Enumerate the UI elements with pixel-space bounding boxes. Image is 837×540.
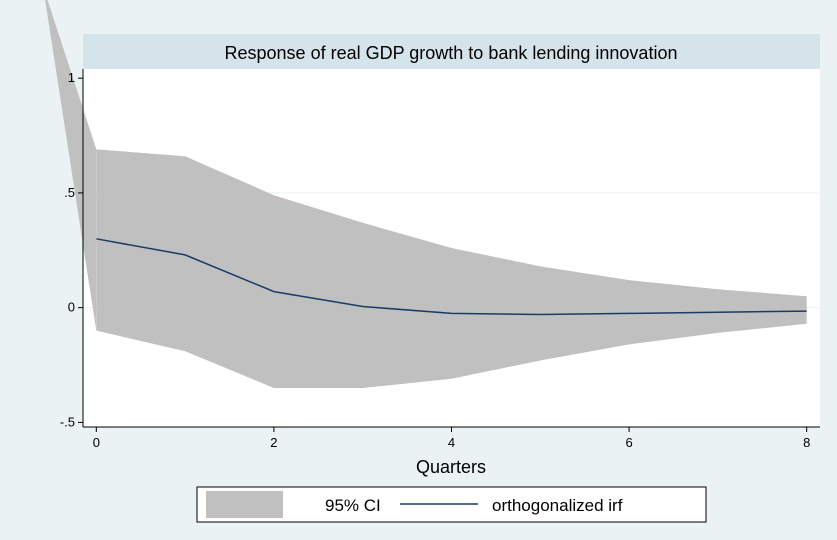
plot-canvas	[45, 0, 807, 388]
x-tick-label-3: 6	[625, 435, 632, 450]
irf-line-group	[96, 238, 807, 316]
x-tick-label-4: 8	[803, 435, 810, 450]
chart-title: Response of real GDP growth to bank lend…	[225, 43, 678, 63]
x-tick-label-2: 4	[448, 435, 455, 450]
x-tick-label-1: 2	[270, 435, 277, 450]
y-ticks: -.5 0 .5 1	[60, 70, 83, 429]
ci-band	[96, 149, 807, 388]
title-band	[83, 34, 820, 69]
ci-band-extension	[45, 0, 97, 331]
y-tick-label-1: 0	[68, 300, 75, 315]
x-ticks: 0 2 4 6 8	[93, 427, 810, 450]
legend: 95% CI orthogonalized irf	[196, 486, 707, 523]
x-axis-label: Quarters	[416, 457, 486, 477]
y-tick-label-3: 1	[68, 70, 75, 85]
y-tick-label-0: -.5	[60, 414, 75, 429]
ci-band-group	[45, 0, 807, 388]
legend-irf-label: orthogonalized irf	[492, 496, 623, 515]
y-tick-label-2: .5	[64, 185, 75, 200]
x-tick-label-0: 0	[93, 435, 100, 450]
legend-ci-swatch	[206, 491, 283, 518]
legend-ci-label: 95% CI	[325, 496, 381, 515]
